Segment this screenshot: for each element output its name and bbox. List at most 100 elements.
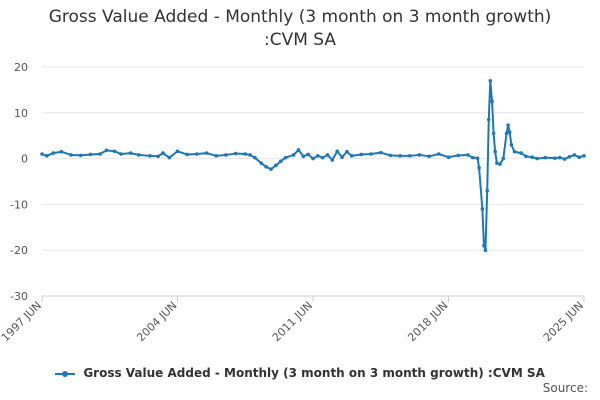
data-point [417,153,422,157]
data-point [495,161,499,165]
y-tick-label: -30 [10,290,28,303]
data-point [204,151,209,155]
data-point [543,155,548,160]
x-tick-label: 2018 JUN [405,299,450,344]
data-point [480,207,485,211]
data-point [398,154,402,158]
data-point [535,156,539,161]
data-point [185,152,189,157]
data-point [128,151,133,155]
data-point [167,155,172,160]
data-point [485,188,490,193]
data-point [493,149,497,154]
data-point [477,165,481,170]
x-tick-label: 2011 JUN [270,299,315,344]
data-point [243,152,248,156]
data-point [567,154,572,159]
data-point [486,117,491,122]
data-point [78,153,83,158]
y-tick-label: 20 [14,61,28,74]
data-point [577,155,581,160]
data-point [104,148,109,153]
data-point [446,155,451,160]
data-point [530,155,535,160]
data-point [498,162,502,166]
data-point [306,152,310,157]
data-point [519,151,523,155]
data-point [316,154,320,158]
data-point [345,149,349,154]
data-point [427,154,431,159]
data-point [507,130,512,134]
data-point [482,243,486,248]
data-point [264,165,268,169]
data-point [359,152,364,157]
legend-label: Gross Value Added - Monthly (3 month on … [83,366,545,380]
data-point [369,152,373,156]
y-tick-label: 10 [14,107,28,120]
chart-title-line-2: :CVM SA [263,30,337,50]
data-point [340,155,344,160]
data-point [506,123,510,127]
data-point [509,143,514,147]
axes [41,295,585,302]
data-point [259,161,264,165]
data-point [349,154,354,158]
legend[interactable]: Gross Value Added - Monthly (3 month on … [0,366,600,380]
data-point [148,154,152,158]
grid-lines [42,66,584,297]
legend-swatch [55,369,76,379]
x-tick-label: 2025 JUN [541,299,586,344]
data-point [558,155,562,160]
data-point [325,153,330,157]
data-point [175,149,180,154]
data-point [301,154,306,159]
data-point [491,131,496,136]
data-point [195,152,199,156]
data-point [466,153,470,157]
data-point [88,152,93,157]
data-point [378,150,383,155]
y-tick-label: 0 [21,153,28,166]
data-point [388,153,393,158]
data-point [161,151,165,155]
data-point [98,152,102,156]
data-point [40,152,44,156]
data-point [407,154,412,158]
data-point [582,154,586,158]
data-point [248,153,252,157]
data-point [504,131,509,136]
data-point [562,157,567,161]
x-tick-label: 1997 JUN [0,299,44,344]
data-point [572,153,577,157]
data-point [296,148,301,152]
source-label: Source: [542,381,588,395]
data-point [269,167,273,171]
data-point [483,248,488,252]
data-point [456,153,460,158]
series-layer [40,78,586,252]
data-point [335,149,340,154]
data-point [283,155,288,160]
data-point [490,99,494,104]
data-point [224,153,228,157]
data-point [69,153,73,157]
data-point [214,154,219,158]
chart-title-line-1: Gross Value Added - Monthly (3 month on … [48,7,552,27]
data-point [119,152,123,156]
x-tick-labels: 1997 JUN 2004 JUN 2011 JUN 2018 JUN 2025 JUN [0,299,586,344]
y-tick-label: -20 [10,244,28,257]
data-point [112,149,117,154]
data-point [553,156,557,160]
data-point [233,151,238,156]
data-point [278,159,283,164]
data-point [291,153,296,157]
y-tick-labels: 20 10 0 -10 -20 -30 [10,61,28,303]
data-point [59,149,64,154]
data-point [253,155,257,160]
data-point [437,152,441,156]
data-point [488,78,493,83]
y-tick-label: -10 [10,198,28,211]
data-point [51,151,56,155]
